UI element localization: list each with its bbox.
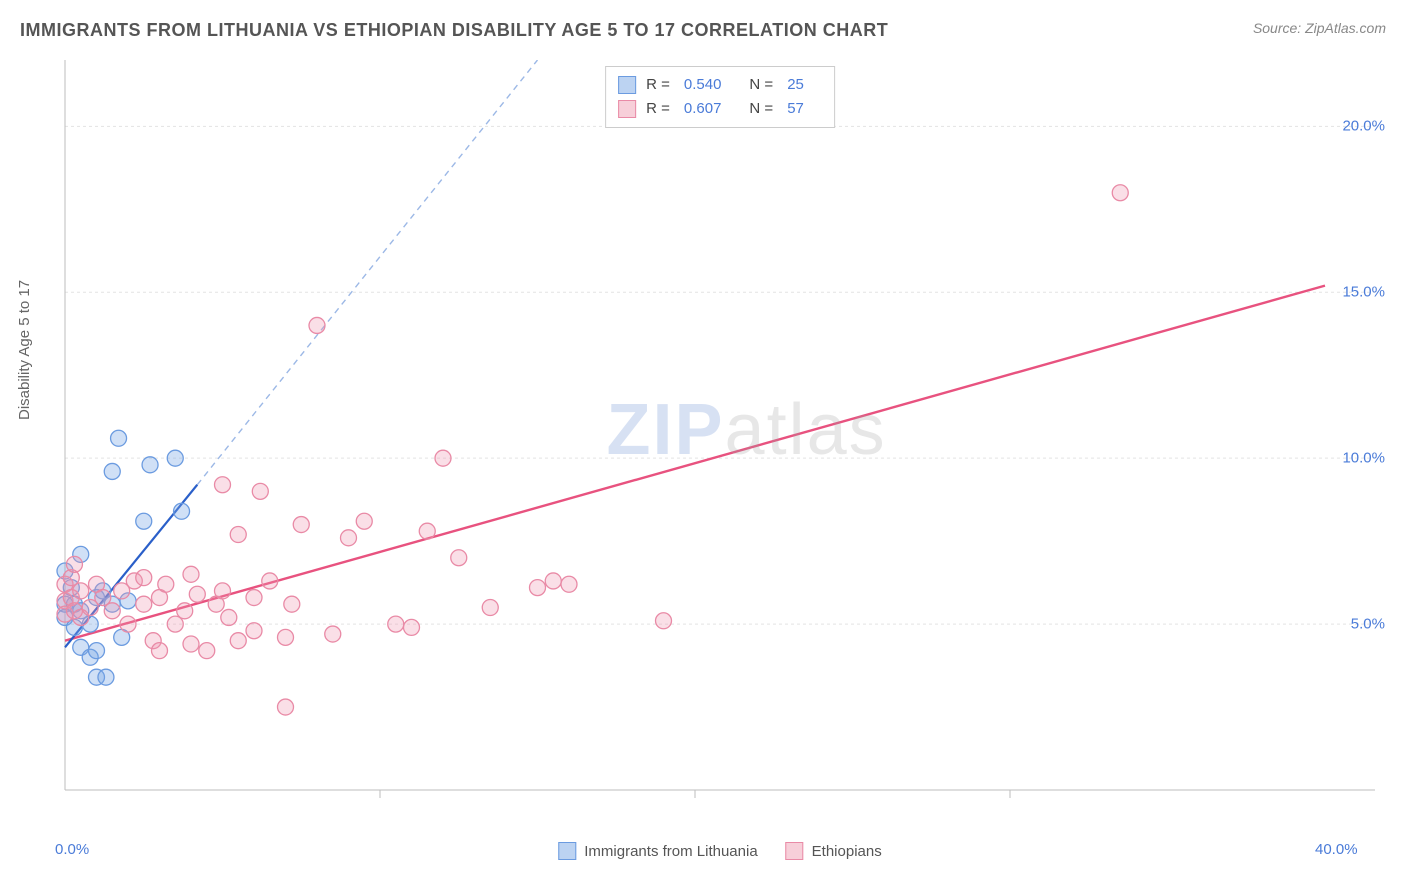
y-axis-label: Disability Age 5 to 17 — [16, 280, 33, 420]
legend-row-lithuania: R = 0.540 N = 25 — [618, 73, 822, 97]
y-tick-label: 20.0% — [1342, 118, 1385, 135]
chart-header: IMMIGRANTS FROM LITHUANIA VS ETHIOPIAN D… — [20, 20, 1386, 41]
n-value-lithuania: 25 — [787, 73, 804, 97]
y-tick-label: 10.0% — [1342, 450, 1385, 467]
y-tick-label: 15.0% — [1342, 284, 1385, 301]
legend-label-lithuania: Immigrants from Lithuania — [584, 843, 757, 860]
x-tick-label: 40.0% — [1315, 841, 1358, 858]
legend-item-lithuania: Immigrants from Lithuania — [558, 842, 757, 860]
r-value-ethiopians: 0.607 — [684, 97, 722, 121]
n-label: N = — [749, 97, 773, 121]
swatch-lithuania — [558, 842, 576, 860]
scatter-plot-svg — [55, 60, 1385, 830]
r-label: R = — [646, 73, 670, 97]
r-value-lithuania: 0.540 — [684, 73, 722, 97]
swatch-lithuania — [618, 76, 636, 94]
legend-row-ethiopians: R = 0.607 N = 57 — [618, 97, 822, 121]
n-label: N = — [749, 73, 773, 97]
n-value-ethiopians: 57 — [787, 97, 804, 121]
y-tick-label: 5.0% — [1351, 616, 1385, 633]
legend-item-ethiopians: Ethiopians — [786, 842, 882, 860]
legend-label-ethiopians: Ethiopians — [812, 843, 882, 860]
x-tick-label: 0.0% — [55, 841, 89, 858]
series-legend: Immigrants from Lithuania Ethiopians — [558, 842, 881, 860]
correlation-legend: R = 0.540 N = 25 R = 0.607 N = 57 — [605, 66, 835, 128]
r-label: R = — [646, 97, 670, 121]
chart-plot-area: ZIPatlas R = 0.540 N = 25 R = 0.607 N = … — [55, 60, 1385, 830]
source-attribution: Source: ZipAtlas.com — [1253, 20, 1386, 36]
swatch-ethiopians — [618, 100, 636, 118]
chart-title: IMMIGRANTS FROM LITHUANIA VS ETHIOPIAN D… — [20, 20, 888, 41]
swatch-ethiopians — [786, 842, 804, 860]
